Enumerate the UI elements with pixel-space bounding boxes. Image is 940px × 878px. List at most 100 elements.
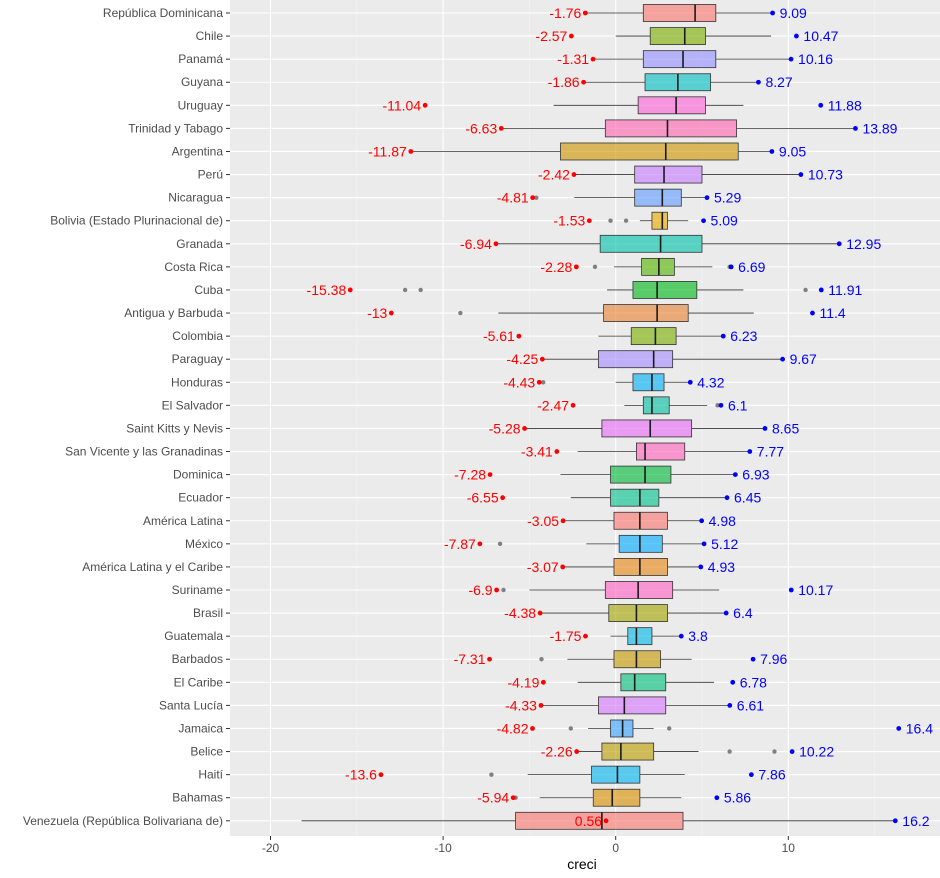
min-label: -6.63 <box>465 120 497 136</box>
box-group: -7.87 5.12 <box>444 534 739 553</box>
x-tick-label: 0 <box>612 841 619 855</box>
box <box>630 327 677 346</box>
box <box>603 304 689 322</box>
box <box>649 27 706 45</box>
max-point <box>769 149 775 154</box>
max-label: 9.05 <box>779 143 806 159</box>
box-group: -11.04 11.88 <box>382 96 862 115</box>
box <box>608 604 668 622</box>
box <box>604 119 737 138</box>
max-label: 7.77 <box>757 444 784 460</box>
min-point <box>477 541 483 547</box>
box-group: -2.26 10.22 <box>541 742 834 761</box>
max-point <box>892 818 898 824</box>
category-label: Dominica <box>173 468 223 482</box>
max-label: 16.4 <box>906 720 933 736</box>
x-tick-label: -10 <box>434 841 452 855</box>
max-point <box>701 218 706 224</box>
min-label: -1.76 <box>549 5 581 21</box>
max-label: 6.61 <box>737 697 764 713</box>
min-label: -4.81 <box>497 190 529 206</box>
max-point <box>788 587 794 593</box>
min-label: -4.33 <box>505 697 537 713</box>
max-label: 12.95 <box>846 236 881 252</box>
max-point <box>747 449 753 454</box>
min-label: -4.19 <box>507 674 539 690</box>
min-point <box>510 795 516 801</box>
max-label: 11.91 <box>828 282 862 298</box>
max-point <box>853 125 858 131</box>
max-point <box>748 772 754 778</box>
max-point <box>810 310 815 316</box>
box-group: -1.86 8.27 <box>548 73 793 92</box>
max-label: 10.47 <box>803 28 838 44</box>
category-label: Cuba <box>194 283 223 297</box>
box <box>651 211 668 230</box>
max-point <box>789 749 795 754</box>
box <box>642 4 717 22</box>
box <box>610 465 672 484</box>
category-label: Haití <box>198 768 223 782</box>
box <box>613 650 661 669</box>
box <box>632 373 665 392</box>
min-point <box>408 149 414 154</box>
category-label: Granada <box>176 237 223 251</box>
box <box>601 742 655 761</box>
min-label: -11.04 <box>382 97 421 113</box>
max-point <box>836 241 842 247</box>
box <box>634 188 682 207</box>
min-label: -3.05 <box>527 513 559 529</box>
outlier-point <box>534 195 539 200</box>
box-group: -2.28 6.69 <box>540 257 766 276</box>
outlier-point <box>402 287 408 293</box>
category-label: México <box>185 537 223 551</box>
max-label: 3.8 <box>688 628 708 644</box>
min-point <box>540 679 546 685</box>
max-label: 7.96 <box>760 651 787 667</box>
min-point <box>571 172 577 177</box>
box <box>599 234 703 253</box>
max-point <box>896 726 902 731</box>
x-tick-label: 10 <box>782 841 796 855</box>
max-point <box>750 656 756 662</box>
max-label: 8.65 <box>772 420 799 436</box>
min-label: -3.41 <box>521 444 553 460</box>
box <box>620 673 667 692</box>
max-label: 10.22 <box>799 744 834 760</box>
min-label: -1.75 <box>550 628 582 644</box>
min-point <box>378 772 384 778</box>
box-group: -1.53 5.09 <box>553 211 738 230</box>
max-point <box>770 10 775 16</box>
outlier-point <box>592 264 598 270</box>
box <box>613 558 668 576</box>
category-label: Nicaragua <box>168 191 223 205</box>
box-group: -4.19 6.78 <box>507 673 767 692</box>
min-label: -2.28 <box>540 259 572 275</box>
min-point <box>493 241 499 247</box>
min-label: -7.31 <box>454 651 486 667</box>
max-label: 10.17 <box>798 582 833 598</box>
min-point <box>574 749 580 754</box>
box-group: -4.38 6.4 <box>504 604 753 622</box>
box <box>601 419 693 438</box>
min-point <box>388 310 394 316</box>
min-point <box>498 125 504 131</box>
min-point <box>522 426 527 431</box>
min-label: -4.43 <box>503 374 535 390</box>
box-group: -4.81 5.29 <box>497 188 741 207</box>
max-label: 11.4 <box>819 305 845 321</box>
min-point <box>570 402 576 408</box>
box <box>636 442 686 461</box>
max-point <box>756 79 761 85</box>
min-label: -4.82 <box>497 720 529 736</box>
min-label: -13 <box>367 305 387 321</box>
min-point <box>347 287 353 293</box>
box-group: -13.6 7.86 <box>345 765 786 784</box>
min-label: -5.94 <box>477 790 509 806</box>
min-point <box>539 356 545 362</box>
min-point <box>603 818 609 824</box>
min-point <box>530 726 535 731</box>
category-axis: República Dominicana Chile Panamá Guyana Uru… <box>23 6 230 828</box>
outlier-point <box>489 772 494 777</box>
max-point <box>728 264 734 270</box>
